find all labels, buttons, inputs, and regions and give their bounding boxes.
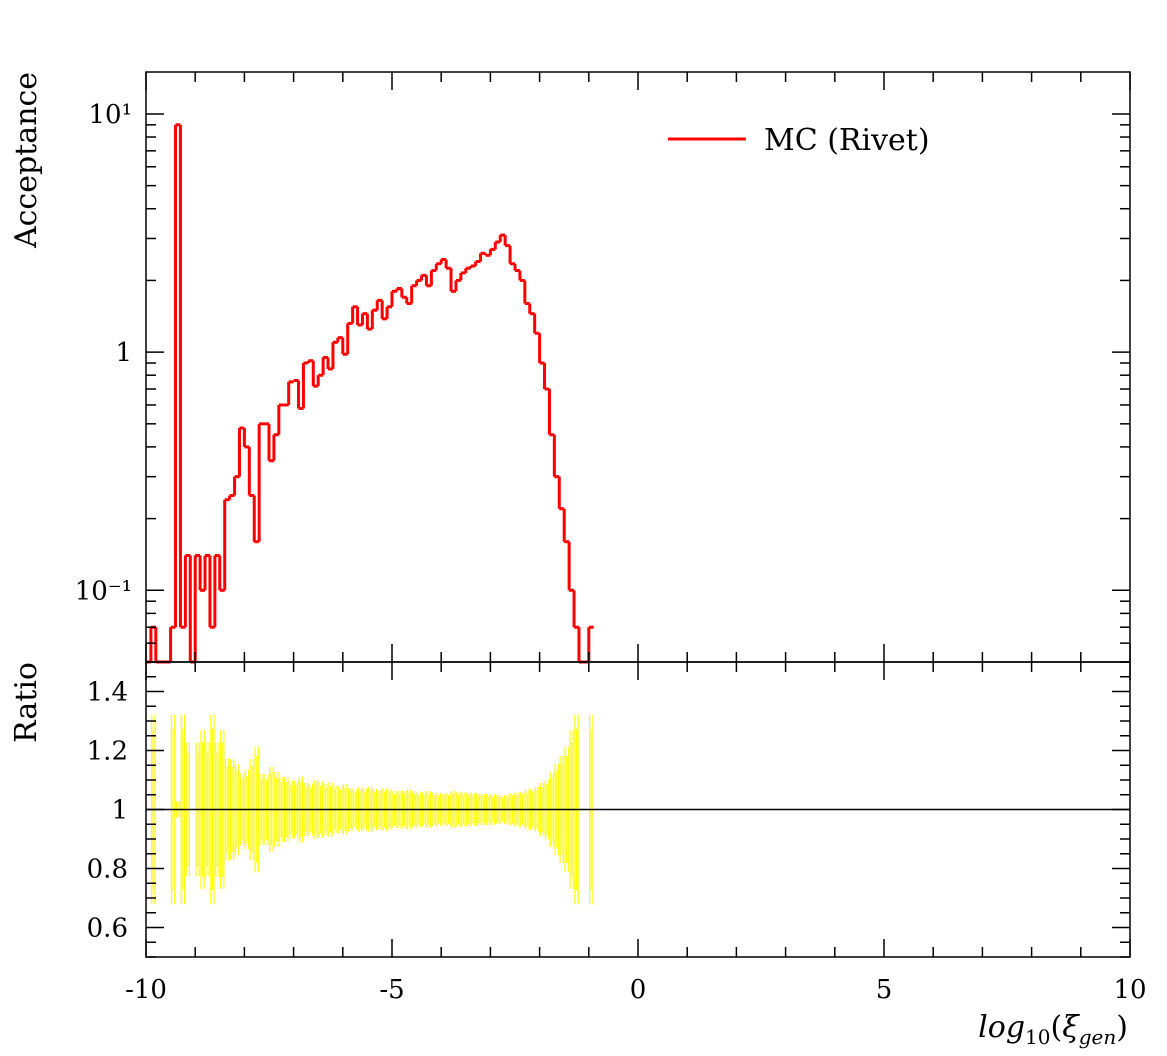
x-tick-label: 10 — [1113, 975, 1146, 1005]
y-tick-label: 10⁻¹ — [75, 576, 132, 606]
ratio-y-tick-label: 0.8 — [87, 855, 128, 885]
ratio-y-tick-label: 0.6 — [87, 914, 128, 944]
x-tick-label: 5 — [876, 975, 893, 1005]
y-axis-label-ratio: Ratio — [9, 662, 44, 743]
y-axis-label-acceptance: Acceptance — [9, 72, 44, 249]
legend-label-mc-rivet: MC (Rivet) — [764, 123, 930, 158]
y-tick-label: 1 — [115, 338, 132, 368]
y-tick-label: 10¹ — [88, 100, 132, 130]
axes: -10 -5 0 5 10 10¹ 1 10⁻¹ 0.6 0.8 1 1.2 1.4 — [75, 71, 1147, 1005]
x-tick-label: 0 — [630, 975, 647, 1005]
main-plot-frame — [145, 71, 1131, 663]
main-histogram — [146, 123, 594, 664]
ratio-y-tick-label: 1.2 — [87, 737, 128, 767]
x-tick-label: -10 — [125, 975, 167, 1005]
x-tick-label: -5 — [379, 975, 404, 1005]
ratio-y-tick-label: 1.4 — [87, 678, 128, 708]
ratio-y-tick-label: 1 — [111, 796, 128, 826]
x-axis-label: log10(ξgen) — [978, 1010, 1128, 1049]
